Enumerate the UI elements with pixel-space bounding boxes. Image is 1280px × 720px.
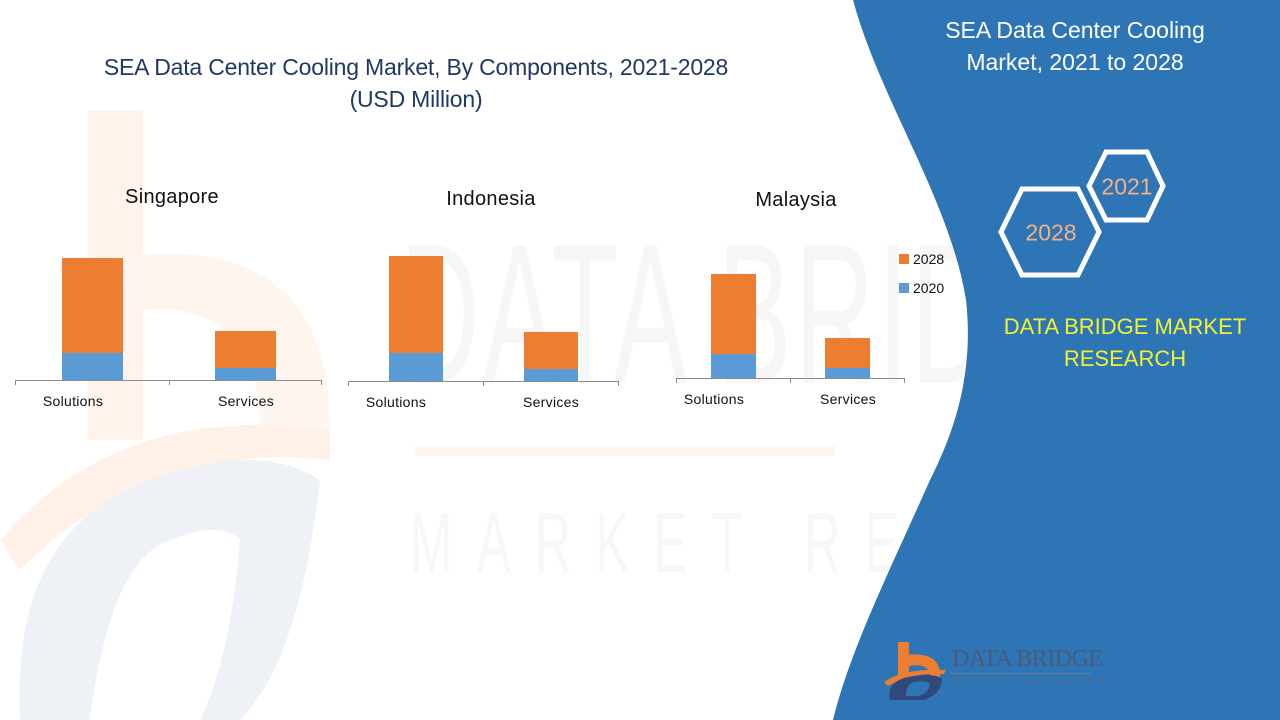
bar-indonesia-services — [524, 332, 578, 381]
bar-segment-2020 — [389, 353, 443, 381]
category-label: Solutions — [42, 393, 104, 409]
chart-legend: 2028 2020 — [899, 244, 944, 302]
x-axis-tick — [15, 380, 16, 385]
hexagon-2028-icon — [998, 186, 1102, 278]
bar-segment-2028 — [215, 331, 276, 368]
brand-name: DATA BRIDGE MARKET RESEARCH — [960, 311, 1280, 375]
bar-segment-2028 — [62, 258, 123, 353]
brand-line1: DATA BRIDGE MARKET — [1003, 314, 1247, 339]
side-title-line1: SEA Data Center Cooling — [945, 17, 1205, 43]
x-axis-tick — [618, 381, 619, 386]
bar-segment-2028 — [825, 338, 870, 368]
bar-segment-2028 — [524, 332, 578, 369]
logo-tagline: MARKET RESEARCH — [952, 677, 1110, 686]
hexagon-2021-icon — [1086, 149, 1166, 223]
chart-subtitle: (USD Million) — [349, 86, 483, 112]
bar-segment-2020 — [825, 368, 870, 378]
chart-title-singapore: Singapore — [125, 186, 219, 208]
hexagon-2021-label: 2021 — [1101, 173, 1153, 200]
data-bridge-logo-icon — [884, 642, 946, 700]
x-axis-tick — [321, 380, 322, 385]
legend-swatch-2020 — [899, 282, 909, 293]
x-axis-tick — [790, 378, 791, 383]
legend-item-2028: 2028 — [899, 244, 944, 273]
chart-title-line: SEA Data Center Cooling Market, By Compo… — [103, 54, 729, 80]
bar-singapore-services — [215, 331, 276, 380]
logo-divider — [950, 673, 1092, 674]
brand-line2: RESEARCH — [1063, 346, 1187, 371]
bar-segment-2020 — [215, 368, 276, 380]
x-axis-line — [15, 380, 322, 381]
category-label: Solutions — [683, 391, 745, 407]
chart-title-indonesia: Indonesia — [446, 188, 536, 210]
x-axis-tick — [904, 378, 905, 383]
side-panel-title: SEA Data Center Cooling Market, 2021 to … — [935, 14, 1215, 78]
bar-singapore-solutions — [62, 258, 123, 380]
bar-malaysia-services — [825, 338, 870, 378]
category-label: Services — [522, 394, 580, 410]
category-label: Services — [217, 393, 275, 409]
bar-segment-2028 — [389, 256, 443, 353]
legend-label: 2020 — [913, 279, 945, 296]
bar-segment-2020 — [62, 353, 123, 380]
x-axis-tick — [483, 381, 484, 386]
bar-malaysia-solutions — [711, 274, 756, 378]
chart-main-title: SEA Data Center Cooling Market, By Compo… — [60, 51, 772, 115]
x-axis-tick — [169, 380, 170, 385]
category-label: Solutions — [365, 394, 427, 410]
bar-segment-2020 — [524, 369, 578, 381]
chart-title-malaysia: Malaysia — [755, 189, 837, 211]
bar-indonesia-solutions — [389, 256, 443, 381]
x-axis-tick — [348, 381, 349, 386]
legend-item-2020: 2020 — [899, 273, 944, 302]
category-label: Services — [819, 391, 877, 407]
bar-segment-2028 — [711, 274, 756, 354]
hexagon-2028-label: 2028 — [1025, 219, 1077, 246]
x-axis-tick — [676, 378, 677, 383]
legend-label: 2028 — [913, 250, 945, 267]
side-title-line2: Market, 2021 to 2028 — [966, 49, 1184, 75]
logo-name: DATA BRIDGE — [952, 646, 1103, 672]
bar-segment-2020 — [711, 354, 756, 378]
legend-swatch-2028 — [899, 253, 909, 264]
